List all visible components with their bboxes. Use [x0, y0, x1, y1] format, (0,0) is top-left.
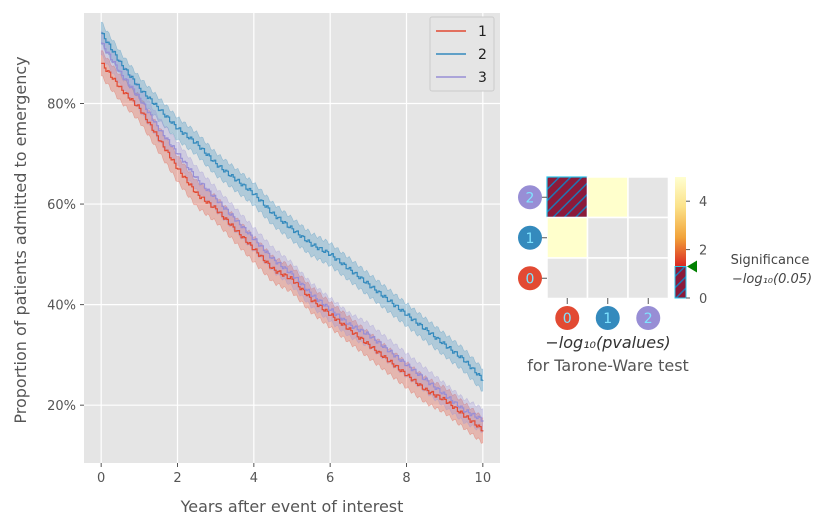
y-tick-label: 60%	[47, 198, 76, 213]
survival-line-1	[101, 62, 484, 432]
colorbar-tick-label: 0	[699, 292, 707, 307]
y-tick-label: 40%	[47, 299, 76, 314]
row-group-marker	[518, 225, 542, 250]
row-group-marker	[518, 266, 542, 291]
heatmap-cell-r1-c0	[546, 216, 589, 259]
x-tick-label: 10	[475, 471, 492, 486]
heatmap-cells	[546, 176, 670, 300]
colorbar: 0 2 4 Significance −log₁₀(0.05)	[674, 177, 812, 307]
row-group-label: 0	[526, 271, 535, 287]
y-tick-label: 20%	[47, 399, 76, 414]
col-group-label: 2	[644, 311, 653, 327]
y-axis-label: Proportion of patients admitted to emerg…	[11, 56, 30, 423]
colorbar-ticks: 0 2 4	[686, 195, 707, 307]
heatmap-subtitle-line-2: for Tarone-Ware test	[527, 356, 689, 375]
heatmap-cell-r1-c2	[627, 216, 670, 259]
col-group-marker	[555, 306, 580, 330]
pvalue-heatmap: 2 1 0 0 1 2 −log₁₀(pvalues) for Tarone-Ware t…	[518, 176, 689, 375]
survival-plot: 0 2 4 6 8 10 20% 40% 60% 80% Years after event o…	[11, 13, 500, 516]
heatmap-cell-r0-c2	[627, 176, 670, 219]
col-group-label: 0	[563, 311, 572, 327]
row-group-label: 1	[526, 231, 535, 247]
heatmap-cell-r2-c0	[546, 257, 589, 300]
x-tick-label: 8	[402, 471, 410, 486]
col-group-label: 1	[603, 311, 612, 327]
significance-label-line-2: −log₁₀(0.05)	[732, 272, 812, 287]
legend-label: 1	[478, 24, 487, 40]
x-tick-label: 4	[250, 471, 258, 486]
x-tick-label: 0	[97, 471, 105, 486]
significance-threshold-marker	[687, 260, 697, 273]
row-group-label: 2	[526, 190, 535, 206]
survival-line-3	[101, 42, 484, 422]
col-group-marker	[595, 306, 620, 330]
heatmap-cell-r2-c2	[627, 257, 670, 300]
col-group-marker	[636, 306, 661, 330]
heatmap-cell-r0-c0	[546, 176, 589, 219]
x-axis-ticks: 0 2 4 6 8 10	[97, 463, 491, 486]
colorbar-tick-label: 2	[699, 244, 707, 259]
x-axis-label: Years after event of interest	[180, 497, 404, 516]
x-tick-label: 2	[173, 471, 181, 486]
row-group-marker	[518, 185, 542, 210]
colorbar-significance-region	[674, 266, 687, 299]
survival-line-2	[101, 32, 484, 381]
legend: 1 2 3	[429, 16, 495, 92]
heatmap-cell-r2-c1	[586, 257, 629, 300]
heatmap-cell-r0-c1	[586, 176, 629, 219]
survival-lines	[101, 32, 484, 432]
x-tick-label: 6	[326, 471, 334, 486]
y-tick-label: 80%	[47, 98, 76, 113]
legend-label: 2	[478, 47, 487, 63]
colorbar-gradient	[675, 177, 686, 298]
colorbar-tick-label: 4	[699, 195, 707, 210]
legend-label: 3	[478, 70, 487, 86]
plot-grid	[84, 13, 500, 463]
group-markers: 2 1 0 0 1 2	[518, 185, 661, 330]
significance-label-line-1: Significance	[731, 253, 810, 268]
heatmap-cell-r1-c1	[586, 216, 629, 259]
y-axis-ticks: 20% 40% 60% 80%	[47, 98, 84, 414]
heatmap-subtitle-line-1: −log₁₀(pvalues)	[545, 333, 670, 352]
